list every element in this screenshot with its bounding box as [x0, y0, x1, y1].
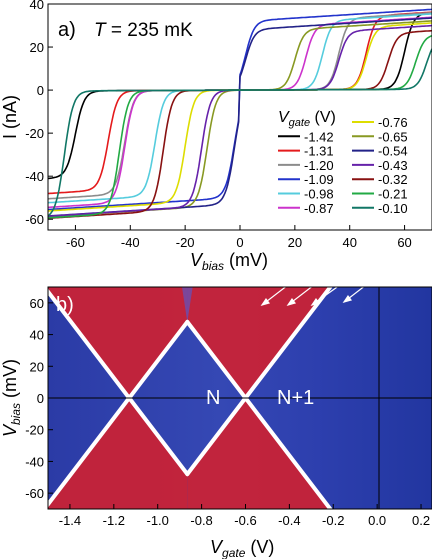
a-ytick-label-3: 0 — [37, 83, 44, 98]
diamond-edge-4 — [185, 319, 248, 400]
b-ytick-label-6: 60 — [30, 296, 44, 311]
panel-a: -60 -40 -20 0 20 40 60 -60 -40 -20 0 20 40 a) T = 2… — [0, 0, 432, 273]
panel-a-title: T = 235 mK — [94, 20, 193, 41]
b-xtick-label-8: 0.2 — [412, 513, 430, 528]
iv-curve-8 — [48, 17, 432, 217]
b-xtick-label-1: -1.2 — [103, 513, 125, 528]
iv-curve-11 — [48, 34, 432, 219]
switch-region — [181, 287, 193, 322]
panel-a-label: a) — [58, 19, 76, 41]
heatmap-regions — [48, 287, 333, 509]
legend-label-8: -0.54 — [378, 144, 408, 159]
arrow-2-head — [286, 297, 297, 307]
b-ytick-label-2: -20 — [25, 423, 44, 438]
b-xtick-label-4: -0.6 — [234, 513, 256, 528]
panel-b-x-ticks: -1.4 -1.2 -1.0 -0.8 -0.6 -0.4 -0.2 0.0 0.2 — [59, 504, 430, 528]
b-xtick-label-5: -0.4 — [278, 513, 300, 528]
panel-a-y-ticks: -60 -40 -20 0 20 40 — [25, 0, 53, 227]
a-xtick-label-0: -60 — [66, 235, 85, 250]
b-xtick-label-0: -1.4 — [59, 513, 81, 528]
panel-a-xlabel: Vbias (mV) — [190, 250, 268, 273]
legend-label-4: -0.98 — [304, 187, 334, 202]
a-ytick-label-0: -60 — [25, 212, 44, 227]
diamond-edge-2 — [127, 319, 190, 400]
panel-a-ylabel: I (nA) — [0, 95, 20, 139]
legend: Vgate (V) -1.42-1.31-1.20-1.09-0.98-0.87… — [278, 109, 408, 216]
iv-curve-10 — [48, 29, 432, 220]
arrow-3-head — [310, 297, 321, 307]
iv-curves — [48, 8, 432, 220]
a-ytick-label-4: 20 — [30, 40, 44, 55]
label-n: N — [206, 387, 220, 409]
b-ytick-label-5: 40 — [30, 328, 44, 343]
a-xtick-label-3: 0 — [236, 235, 243, 250]
legend-label-3: -1.09 — [304, 172, 334, 187]
iv-curve-4 — [48, 13, 432, 204]
legend-label-11: -0.21 — [378, 187, 408, 202]
diamond-edge-3 — [127, 396, 190, 477]
iv-curve-9 — [48, 24, 432, 217]
arrows — [260, 287, 365, 307]
conduction-region-upper-2 — [187, 287, 331, 398]
b-ytick-label-4: 20 — [30, 359, 44, 374]
diamond-edge-1 — [48, 396, 132, 508]
a-ytick-label-2: -20 — [25, 126, 44, 141]
b-xtick-label-6: -0.2 — [322, 513, 344, 528]
b-ytick-label-0: -60 — [25, 486, 44, 501]
legend-label-1: -1.31 — [304, 144, 334, 159]
legend-label-0: -1.42 — [304, 129, 334, 144]
b-xtick-label-2: -1.0 — [147, 513, 169, 528]
legend-label-12: -0.10 — [378, 201, 408, 216]
panel-b-xlabel: Vgate (V) — [210, 537, 274, 559]
panel-b-label: b) — [56, 294, 74, 316]
panel-b-ylabel: Vbias (mV) — [0, 359, 23, 437]
a-xtick-label-5: 40 — [342, 235, 356, 250]
panel-b-y-ticks: -60 -40 -20 0 20 40 60 — [25, 296, 53, 501]
panel-a-x-ticks: -60 -40 -20 0 20 40 60 — [66, 225, 412, 250]
legend-title: Vgate (V) — [278, 109, 336, 129]
a-ytick-label-5: 40 — [30, 0, 44, 12]
iv-curve-12 — [48, 48, 432, 217]
legend-label-2: -1.20 — [304, 158, 334, 173]
legend-label-10: -0.32 — [378, 172, 408, 187]
legend-label-6: -0.76 — [378, 115, 408, 130]
legend-label-9: -0.43 — [378, 158, 408, 173]
arrow-4-head — [342, 294, 353, 304]
a-xtick-label-4: 20 — [288, 235, 302, 250]
iv-curve-7 — [48, 20, 432, 218]
a-xtick-label-6: 60 — [397, 235, 411, 250]
legend-label-5: -0.87 — [304, 201, 334, 216]
iv-curve-6 — [48, 22, 432, 212]
conduction-region-upper-1 — [48, 287, 188, 398]
conduction-region-lower-2 — [187, 398, 331, 509]
a-xtick-label-2: -20 — [176, 235, 195, 250]
panel-b: N N+1 b) -1.4 -1.2 -1.0 -0.8 -0.6 -0.4 -0.2 0.0… — [0, 286, 432, 559]
conduction-region-lower-1 — [48, 398, 188, 509]
diamond-edge-5 — [185, 396, 248, 477]
diamond-edge-0 — [48, 288, 132, 400]
a-ytick-label-1: -40 — [25, 169, 44, 184]
label-n-plus-1: N+1 — [277, 387, 314, 409]
b-ytick-label-3: 0 — [37, 391, 44, 406]
diamond-edge-7 — [243, 396, 333, 509]
iv-curve-5 — [48, 16, 432, 209]
b-xtick-label-7: 0.0 — [368, 513, 386, 528]
heatmap: N N+1 b) — [48, 287, 432, 509]
arrow-1-head — [260, 297, 271, 307]
b-ytick-label-1: -40 — [25, 454, 44, 469]
b-xtick-label-3: -0.8 — [190, 513, 212, 528]
legend-label-7: -0.65 — [378, 129, 408, 144]
a-xtick-label-1: -40 — [121, 235, 140, 250]
